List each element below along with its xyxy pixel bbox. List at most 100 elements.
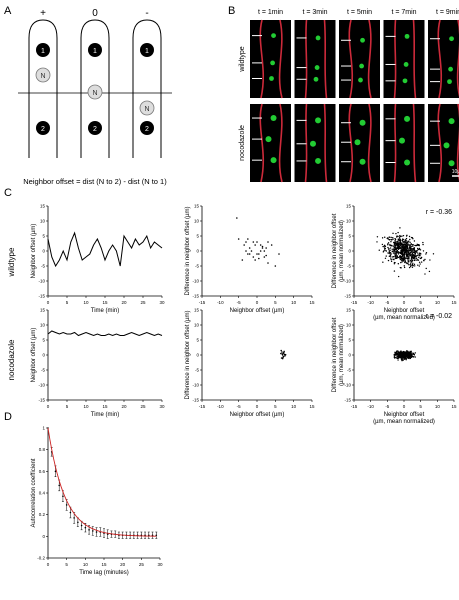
x-tick-label: -5 — [385, 404, 389, 409]
y-tick-label: 15 — [194, 308, 200, 313]
nucleus — [310, 140, 316, 147]
y-tick-label: 5 — [196, 234, 199, 239]
data-point — [411, 259, 414, 262]
data-point — [259, 250, 262, 252]
data-point — [401, 357, 403, 359]
nucleus — [270, 157, 277, 164]
x-tick-label: -15 — [199, 300, 206, 305]
neighbor-2-label: 2 — [145, 126, 149, 133]
nucleus — [270, 60, 275, 66]
data-point — [401, 352, 403, 354]
chart-wt-time: 0 5 10 15 20 25 30 -15 -10 -5 0 5 10 15 Time (min) Neig… — [31, 204, 165, 315]
data-point — [419, 254, 421, 257]
data-point — [420, 253, 422, 255]
data-point — [403, 353, 406, 356]
data-point — [403, 246, 405, 248]
x-axis-label: Time (min) — [91, 308, 119, 314]
neighbor-1-label: 1 — [93, 48, 97, 55]
x-axis-label: Neighbor offset (µm) — [230, 308, 285, 314]
y-tick-label: -15 — [192, 294, 199, 299]
nucleus-label: N — [144, 106, 149, 113]
y-tick-label: -10 — [192, 383, 199, 388]
neighbor-1-label: 1 — [145, 48, 149, 55]
y-tick-label: -10 — [344, 279, 351, 284]
data-point — [416, 254, 419, 257]
data-point — [413, 263, 416, 266]
data-point — [382, 261, 384, 263]
sign-minus: - — [145, 8, 148, 19]
data-point — [424, 258, 426, 261]
data-point — [390, 236, 392, 239]
y-tick-label: 10 — [194, 323, 200, 328]
data-point — [404, 250, 406, 253]
data-point — [383, 244, 386, 247]
data-point — [412, 245, 414, 247]
data-point — [408, 264, 410, 266]
nucleus — [399, 137, 405, 144]
data-point — [391, 248, 393, 251]
x-axis-label: Time (min) — [91, 412, 119, 418]
data-point — [407, 247, 409, 250]
data-point — [412, 356, 414, 358]
x-tick-label: 20 — [121, 300, 127, 305]
y-axis-label: Neighbor offset (µm) — [31, 224, 37, 279]
data-point — [419, 263, 421, 265]
data-point — [403, 254, 405, 256]
panel-label-d: D — [4, 411, 12, 423]
data-point — [403, 256, 405, 259]
x-tick-label: -10 — [367, 404, 374, 409]
data-point — [237, 238, 240, 240]
cell-membrane — [437, 103, 443, 183]
row-label-wildtype: wildtype — [7, 247, 16, 277]
nucleus-zero — [87, 84, 103, 100]
data-point — [398, 247, 401, 249]
data-point — [408, 355, 410, 357]
data-point — [381, 237, 384, 239]
data-point — [88, 529, 90, 531]
y-tick-label: 0 — [196, 249, 199, 254]
data-point — [395, 243, 397, 246]
x-tick-label: -5 — [385, 300, 389, 305]
data-point — [394, 351, 396, 354]
x-tick-label: 15 — [101, 562, 107, 567]
data-point — [408, 357, 410, 359]
data-point — [412, 238, 414, 240]
data-point — [243, 244, 245, 246]
nucleus — [443, 142, 450, 149]
data-point — [384, 249, 386, 252]
data-point — [394, 255, 396, 258]
neighbor-1-minus — [140, 43, 154, 57]
data-point — [410, 252, 412, 254]
data-point — [388, 252, 390, 255]
data-point — [278, 253, 280, 255]
cell-outline-zero — [80, 19, 110, 158]
data-point — [415, 259, 417, 261]
data-point — [390, 258, 392, 261]
data-point — [409, 241, 411, 244]
x-tick-label: -10 — [367, 300, 374, 305]
nucleus — [404, 115, 411, 122]
y-tick-label: -5 — [41, 264, 45, 269]
panel-label-b: B — [228, 5, 235, 17]
data-point — [399, 356, 401, 359]
data-point — [376, 241, 378, 243]
x-tick-label: -15 — [199, 404, 206, 409]
y-tick-label: 0.2 — [39, 512, 46, 517]
micrograph-frame — [250, 104, 291, 182]
data-point — [414, 356, 416, 358]
y-tick-label: 0 — [42, 249, 45, 254]
series-line — [47, 330, 163, 337]
data-point — [58, 484, 60, 487]
y-tick-label: -5 — [195, 264, 199, 269]
data-point — [406, 245, 408, 248]
x-axis-label: (µm, mean normalized) — [373, 419, 435, 425]
data-point — [397, 357, 400, 359]
nucleus-plus — [35, 67, 51, 83]
data-point — [92, 530, 94, 532]
data-point — [397, 248, 400, 251]
x-tick-label: 0 — [256, 404, 259, 409]
nucleus-label: N — [40, 73, 45, 80]
data-point — [414, 257, 416, 259]
data-point — [384, 236, 386, 238]
data-point — [412, 251, 414, 254]
